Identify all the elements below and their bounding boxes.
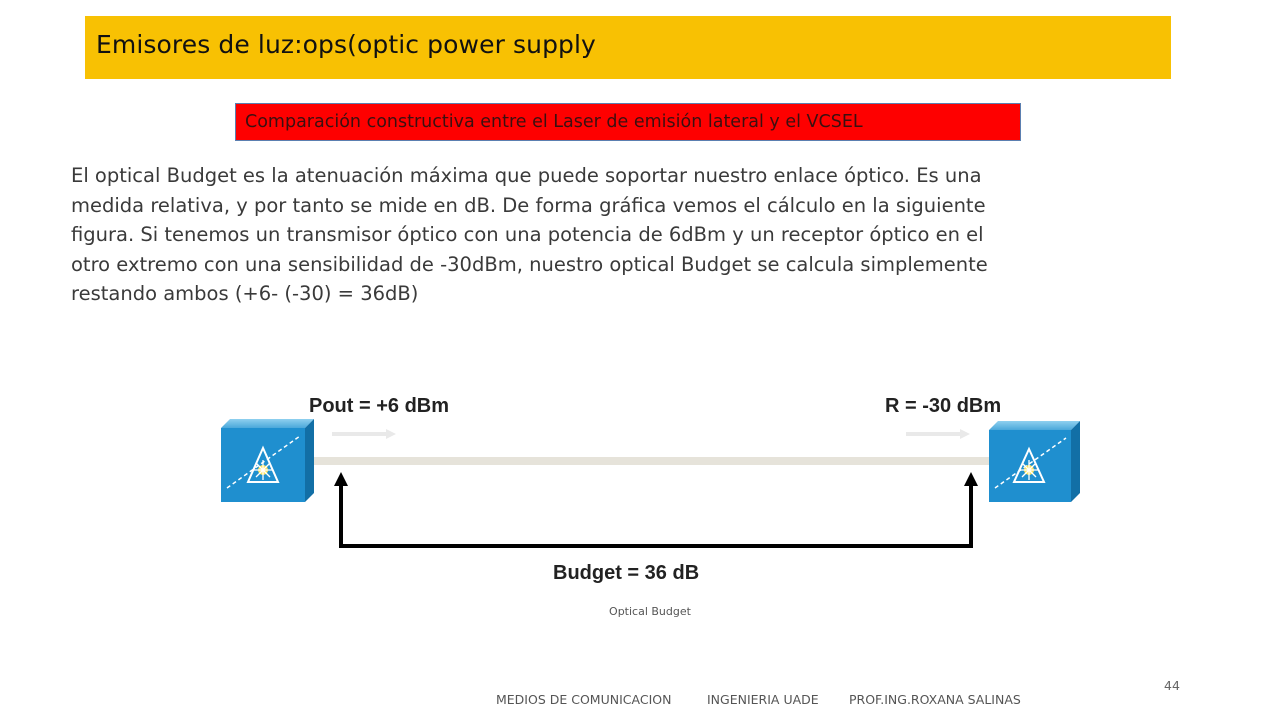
figure-caption: Optical Budget — [609, 605, 691, 618]
body-paragraph: El optical Budget es la atenuación máxim… — [71, 164, 988, 305]
footer-professor: PROF.ING.ROXANA SALINAS — [849, 692, 1021, 707]
footer-institution: INGENIERIA UADE — [707, 692, 819, 707]
slide-title: Emisores de luz:ops(optic power supply — [96, 30, 596, 59]
budget-bracket — [334, 472, 978, 548]
up-arrow-right-icon — [964, 472, 978, 486]
up-arrow-left-icon — [334, 472, 348, 486]
direction-arrow-left — [332, 429, 396, 439]
transmitter-power-label: Pout = +6 dBm — [309, 395, 449, 417]
optical-receiver-icon — [989, 421, 1080, 502]
slide-subtitle: Comparación constructiva entre el Laser … — [245, 112, 863, 132]
subtitle-box: Comparación constructiva entre el Laser … — [235, 103, 1021, 141]
footer-course: MEDIOS DE COMUNICACION — [496, 692, 672, 707]
fiber-line — [305, 457, 991, 465]
optical-transmitter-icon — [221, 419, 314, 502]
title-bar: Emisores de luz:ops(optic power supply — [85, 16, 1171, 79]
receiver-sensitivity-label: R = -30 dBm — [885, 395, 1001, 417]
page-number: 44 — [1164, 678, 1180, 693]
direction-arrow-right — [906, 429, 970, 439]
budget-label: Budget = 36 dB — [553, 562, 699, 584]
